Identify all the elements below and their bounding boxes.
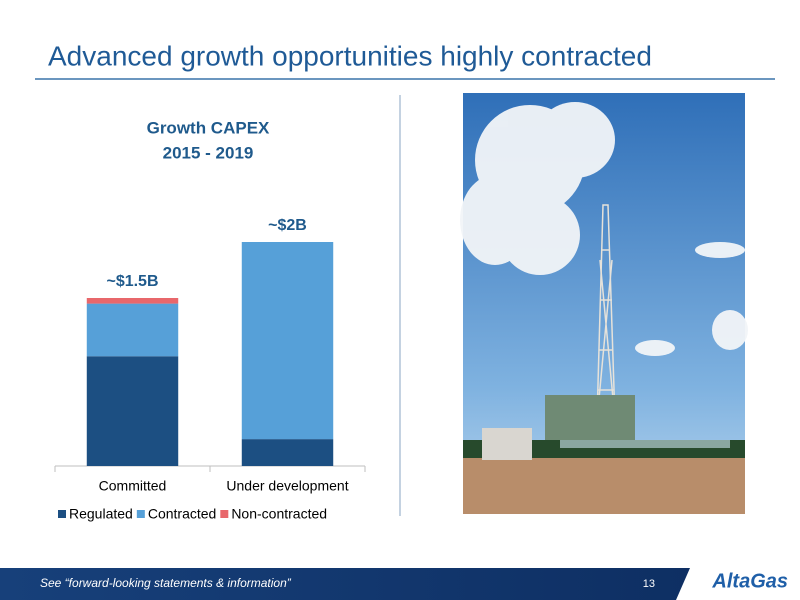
legend-swatch	[58, 510, 66, 518]
total-label: ~$2B	[268, 217, 307, 234]
legend-label: Non-contracted	[231, 506, 327, 522]
bar-segment	[86, 298, 179, 304]
chart-subtitle: 2015 - 2019	[163, 143, 254, 162]
photo	[460, 93, 748, 514]
bar-segment	[86, 303, 179, 357]
footer-note: See “forward-looking statements & inform…	[40, 576, 292, 590]
page-number: 13	[643, 578, 655, 590]
slide-title: Advanced growth opportunities highly con…	[48, 40, 652, 71]
total-label: ~$1.5B	[106, 273, 158, 290]
bar-segment	[241, 242, 334, 440]
x-tick-label: Under development	[226, 478, 348, 494]
x-tick-label: Committed	[99, 478, 167, 494]
footer-band	[0, 568, 690, 600]
logo: AltaGas	[711, 570, 788, 592]
legend-label: Contracted	[148, 506, 216, 522]
legend-label: Regulated	[69, 506, 133, 522]
legend-swatch	[136, 510, 145, 518]
bar-segment	[86, 356, 179, 466]
legend-swatch	[220, 510, 229, 518]
chart-title: Growth CAPEX	[147, 118, 270, 137]
bar-segment	[241, 439, 334, 466]
